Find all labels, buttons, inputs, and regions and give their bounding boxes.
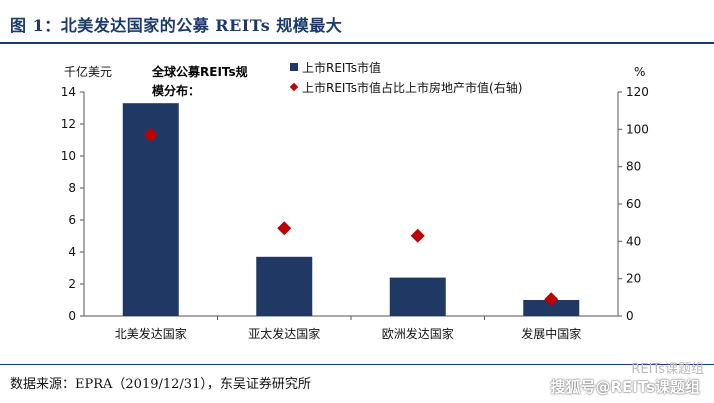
left-tick-label: 2 — [68, 277, 76, 291]
left-axis-unit: 千亿美元 — [64, 64, 112, 79]
chart-annotation-line2: 模分布： — [152, 83, 200, 98]
left-tick-label: 14 — [61, 85, 76, 99]
left-tick-label: 6 — [68, 213, 76, 227]
figure-title: 图 1：北美发达国家的公募 REITs 规模最大 — [10, 16, 343, 35]
legend-swatch-marker — [289, 82, 299, 92]
data-source: 数据来源：EPRA（2019/12/31），东吴证券研究所 — [10, 377, 311, 392]
right-tick-label: 60 — [626, 197, 641, 211]
right-axis-unit: % — [634, 65, 645, 79]
right-tick-label: 120 — [626, 85, 649, 99]
right-tick-label: 100 — [626, 122, 649, 136]
left-tick-label: 0 — [68, 309, 76, 323]
diamond-marker — [410, 228, 425, 243]
watermark-sohu: 搜狐号@REITs课题组 — [550, 378, 700, 396]
left-tick-label: 10 — [61, 149, 76, 163]
bar — [389, 277, 446, 316]
bar-series — [122, 103, 580, 316]
diamond-marker — [277, 221, 292, 236]
axes: 0 2 4 6 8 10 12 14 0 20 40 60 80 100 120 北美发达国家 亚太发达国家 欧洲… — [61, 85, 649, 341]
marker-series — [143, 127, 559, 307]
legend-swatch-bar — [290, 63, 298, 71]
source-rule — [0, 364, 714, 365]
diamond-marker — [544, 292, 559, 307]
bar — [523, 300, 580, 316]
legend-label-marker: 上市REITs市值占比上市房地产市值(右轴) — [302, 80, 522, 95]
legend-label-bar: 上市REITs市值 — [302, 60, 381, 75]
left-tick-label: 4 — [68, 245, 76, 259]
x-tick-label: 亚太发达国家 — [248, 326, 320, 341]
bar — [256, 256, 313, 316]
chart-annotation-line1: 全球公募REITs规 — [151, 64, 248, 79]
legend: 上市REITs市值 上市REITs市值占比上市房地产市值(右轴) — [289, 60, 522, 95]
diamond-marker — [143, 127, 158, 142]
left-tick-label: 8 — [68, 181, 76, 195]
x-tick-label: 北美发达国家 — [115, 326, 187, 341]
right-tick-label: 40 — [626, 234, 641, 248]
x-tick-label: 发展中国家 — [521, 326, 581, 341]
watermark-channel: REITs课题组 — [631, 362, 704, 377]
x-tick-label: 欧洲发达国家 — [382, 326, 454, 341]
left-tick-label: 12 — [61, 117, 76, 131]
right-tick-label: 80 — [626, 160, 641, 174]
right-tick-label: 0 — [626, 309, 634, 323]
title-rule — [0, 42, 714, 44]
right-tick-label: 20 — [626, 272, 641, 286]
